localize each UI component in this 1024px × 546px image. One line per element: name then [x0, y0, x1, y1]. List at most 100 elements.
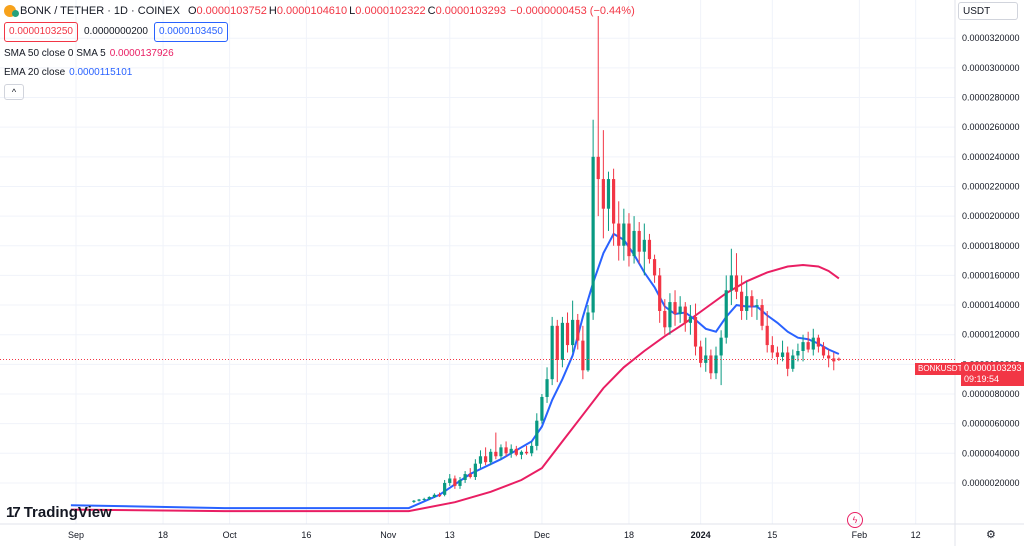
bolt-icon[interactable]: ϟ	[847, 512, 863, 528]
candle	[453, 475, 457, 489]
candle	[509, 444, 513, 458]
candle-body	[432, 494, 436, 498]
y-tick-label: 0.0000060000	[962, 419, 1020, 429]
candle	[755, 299, 759, 320]
candle-body	[699, 346, 703, 363]
ema-label: EMA 20 close	[4, 67, 66, 78]
candle	[576, 313, 580, 350]
candle-body	[821, 346, 826, 356]
candle	[837, 357, 841, 361]
candle	[560, 316, 564, 368]
candle	[832, 352, 836, 371]
candle	[652, 254, 657, 283]
candle	[745, 281, 749, 320]
bar-countdown: 09:19:54	[964, 374, 1000, 384]
candle-body	[627, 223, 631, 257]
sell-button[interactable]: 0.0000103250	[4, 22, 78, 42]
candle-body	[801, 342, 805, 352]
candle-body	[617, 223, 621, 246]
collapse-legend-button[interactable]: ^	[4, 84, 24, 100]
candle	[468, 468, 472, 479]
candle	[417, 498, 421, 502]
candle	[786, 346, 790, 377]
ema-indicator[interactable]: EMA 20 close 0.0000115101	[4, 66, 635, 80]
candle-body	[760, 305, 764, 326]
candle-body	[458, 479, 462, 486]
candle	[765, 310, 769, 353]
candle-body	[581, 340, 585, 371]
candle-body	[755, 305, 759, 307]
candle	[448, 474, 452, 486]
candle-body	[596, 156, 600, 180]
candle	[673, 290, 677, 326]
open-label: O	[187, 5, 197, 17]
candle-body	[468, 474, 472, 478]
candle-body	[714, 355, 718, 374]
candle-body	[709, 355, 713, 374]
candle-body	[827, 355, 831, 359]
y-tick-label: 0.0000040000	[962, 448, 1020, 458]
candle-body	[571, 319, 575, 346]
candle-body	[811, 337, 815, 350]
candle-body	[448, 478, 452, 483]
candle-body	[658, 275, 662, 311]
candle	[555, 319, 559, 383]
candle-body	[796, 351, 800, 356]
x-tick-label: Feb	[852, 530, 868, 540]
sma-indicator[interactable]: SMA 50 close 0 SMA 5 0.0000137926	[4, 47, 635, 61]
candle-body	[837, 358, 841, 360]
candle	[627, 213, 631, 267]
candle	[504, 441, 508, 457]
x-tick-label: 18	[624, 530, 634, 540]
gear-icon[interactable]: ⚙	[986, 529, 996, 541]
candle	[565, 312, 570, 353]
y-tick-label: 0.0000020000	[962, 478, 1020, 488]
candle	[719, 330, 723, 386]
candle	[535, 413, 539, 451]
y-tick-label: 0.0000240000	[962, 152, 1020, 162]
candle	[678, 296, 682, 323]
candle-body	[576, 319, 580, 341]
tradingview-logo[interactable]: 17 TradingView	[6, 504, 112, 521]
candle-body	[514, 448, 518, 455]
currency-selector[interactable]: USDT	[958, 2, 1018, 20]
candle-body	[775, 352, 780, 357]
candle	[427, 496, 431, 500]
candle	[760, 299, 764, 331]
candle-body	[683, 306, 687, 323]
candle	[714, 346, 718, 380]
candle-body	[688, 316, 692, 323]
candle-body	[504, 447, 508, 454]
buy-button[interactable]: 0.0000103450	[153, 22, 228, 42]
y-tick-label: 0.0000220000	[962, 181, 1020, 191]
candle	[734, 253, 739, 300]
candle	[729, 248, 733, 306]
last-price-tag: 0.0000103293 09:19:54	[961, 362, 1024, 386]
sma-label: SMA 50 close 0 SMA 5	[4, 48, 106, 59]
candle-body	[786, 352, 790, 369]
symbol-title[interactable]: BONK / TETHER · 1D · COINEX	[20, 5, 180, 17]
candle	[591, 119, 595, 320]
candle	[622, 208, 626, 261]
tradingview-wordmark: TradingView	[23, 504, 112, 521]
y-tick-label: 0.0000320000	[962, 33, 1020, 43]
x-tick-label: 2024	[691, 530, 711, 540]
candle-body	[622, 223, 626, 246]
candle-body	[565, 322, 570, 346]
candle-body	[663, 310, 667, 328]
candle-body	[494, 451, 498, 457]
candle-body	[729, 275, 733, 291]
chart-legend: BONK / TETHER · 1D · COINEX O 0.000010375…	[4, 4, 635, 100]
candle	[806, 331, 810, 353]
candle-body	[550, 325, 554, 380]
candle-body	[540, 396, 544, 421]
candle-body	[637, 230, 641, 252]
candle-body	[499, 447, 503, 457]
candle-body	[509, 448, 513, 454]
candle-body	[412, 500, 416, 502]
candle	[827, 349, 831, 368]
candle-body	[734, 275, 739, 292]
candle-body	[668, 302, 672, 328]
low-value: 0.0000102322	[355, 5, 426, 17]
symbol-row: BONK / TETHER · 1D · COINEX O 0.000010375…	[4, 4, 635, 18]
